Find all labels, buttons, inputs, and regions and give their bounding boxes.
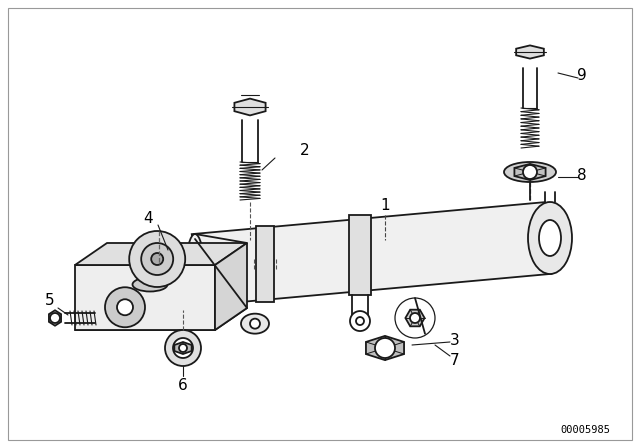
Ellipse shape: [141, 253, 166, 271]
Circle shape: [179, 344, 187, 352]
Polygon shape: [405, 310, 424, 326]
Polygon shape: [75, 308, 247, 330]
Ellipse shape: [539, 220, 561, 256]
Circle shape: [165, 330, 201, 366]
Ellipse shape: [186, 234, 204, 306]
Polygon shape: [49, 310, 61, 326]
Text: 3: 3: [450, 332, 460, 348]
Circle shape: [375, 338, 395, 358]
Text: 5: 5: [45, 293, 55, 307]
Circle shape: [250, 319, 260, 329]
Polygon shape: [174, 342, 191, 354]
Polygon shape: [192, 202, 551, 306]
Circle shape: [356, 317, 364, 325]
Text: 2: 2: [300, 142, 310, 158]
Bar: [256, 226, 274, 302]
Polygon shape: [516, 45, 544, 59]
Ellipse shape: [504, 162, 556, 182]
Ellipse shape: [528, 202, 572, 274]
Circle shape: [117, 299, 133, 315]
Text: 6: 6: [178, 378, 188, 392]
Polygon shape: [515, 164, 545, 180]
Circle shape: [523, 165, 537, 179]
Polygon shape: [75, 243, 247, 265]
Circle shape: [50, 313, 60, 323]
Ellipse shape: [241, 314, 269, 334]
Text: 7: 7: [450, 353, 460, 367]
Ellipse shape: [132, 277, 168, 292]
Text: 9: 9: [577, 68, 587, 82]
Bar: [349, 215, 371, 295]
Circle shape: [105, 287, 145, 327]
Circle shape: [141, 243, 173, 275]
Circle shape: [173, 338, 193, 358]
Polygon shape: [75, 265, 215, 330]
Circle shape: [350, 311, 370, 331]
Text: 4: 4: [143, 211, 153, 225]
Text: 1: 1: [380, 198, 390, 212]
Polygon shape: [234, 99, 266, 116]
Text: 8: 8: [577, 168, 587, 182]
Circle shape: [151, 253, 163, 265]
Circle shape: [410, 313, 420, 323]
Polygon shape: [366, 336, 404, 360]
Polygon shape: [215, 243, 247, 330]
Circle shape: [129, 231, 185, 287]
Text: 00005985: 00005985: [560, 425, 610, 435]
